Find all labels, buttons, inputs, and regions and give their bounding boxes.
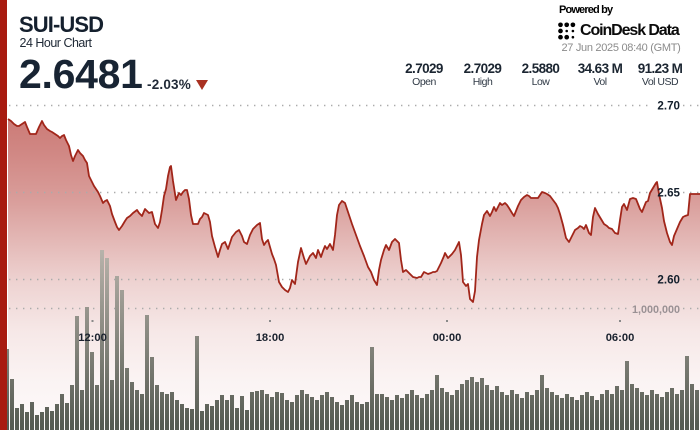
svg-text:18:00: 18:00 [256, 332, 285, 344]
svg-text:00:00: 00:00 [433, 332, 462, 344]
svg-text:06:00: 06:00 [606, 332, 635, 344]
svg-text:2.70: 2.70 [657, 100, 680, 113]
svg-text:12:00: 12:00 [78, 332, 107, 344]
svg-text:2.65: 2.65 [657, 187, 680, 200]
svg-text:2.60: 2.60 [657, 274, 680, 287]
svg-text:1,000,000: 1,000,000 [632, 304, 680, 316]
